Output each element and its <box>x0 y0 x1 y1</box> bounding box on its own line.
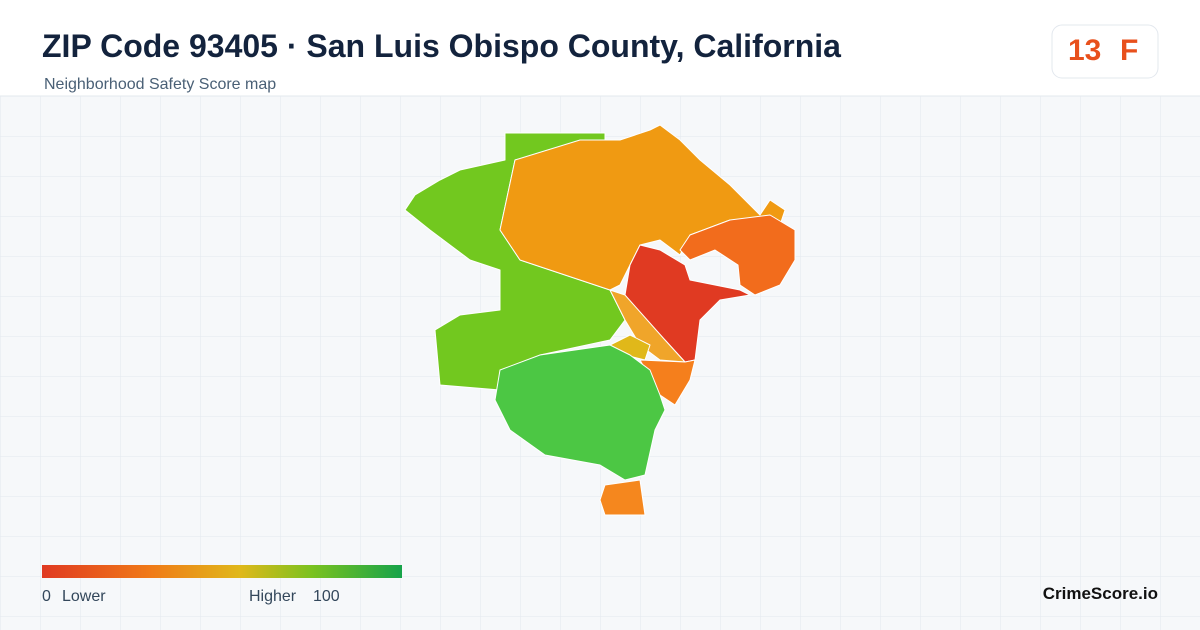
subtitle: Neighborhood Safety Score map <box>44 76 277 93</box>
legend-bar <box>42 565 402 578</box>
legend-max: 100 <box>313 588 340 605</box>
region <box>679 214 796 296</box>
zip-map <box>404 124 796 516</box>
legend-min: 0 <box>42 588 51 605</box>
legend-max-label: Higher <box>249 588 297 605</box>
score-badge <box>1051 24 1159 79</box>
header-bg <box>0 0 1200 96</box>
title: ZIP Code 93405 · San Luis Obispo County,… <box>42 28 841 64</box>
legend-min-label: Lower <box>62 588 106 605</box>
region <box>494 344 666 481</box>
brand: CrimeScore.io <box>1042 584 1158 603</box>
score-grade: F <box>1120 34 1139 67</box>
score-value: 13 <box>1068 34 1102 67</box>
region <box>599 479 646 516</box>
